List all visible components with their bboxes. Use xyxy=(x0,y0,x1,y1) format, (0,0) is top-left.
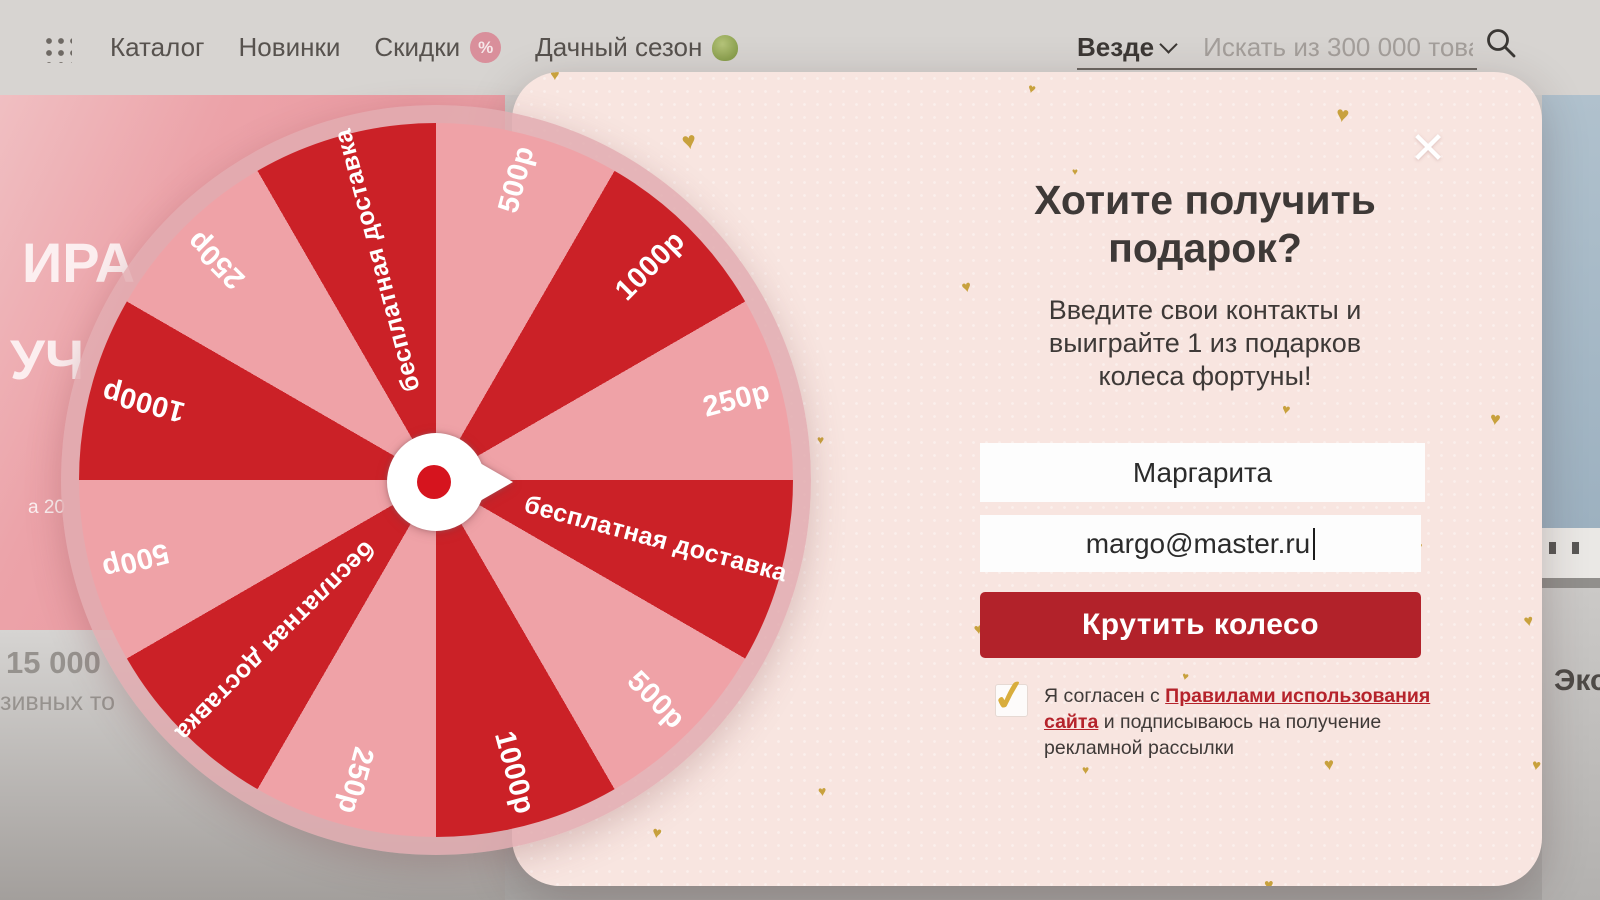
banner-subtext-cutoff: а 20 xyxy=(28,497,65,518)
pointer-tip xyxy=(459,451,513,513)
nav-item-novelties[interactable]: Новинки xyxy=(239,32,341,63)
popup-subtitle: Введите свои контакты и выиграйте 1 из п… xyxy=(1048,295,1362,392)
consent-prefix: Я согласен с xyxy=(1044,685,1166,707)
nav-item-label: Новинки xyxy=(238,32,341,62)
terms-link[interactable]: Правилами использования сайта xyxy=(1044,685,1431,733)
page-section-right: Экс xyxy=(1542,588,1600,900)
fortune-wheel: бесплатная доставка 500р 1000р 250р бесплатн… xyxy=(61,105,811,855)
gold-heart-icon: ♥ xyxy=(1334,101,1351,128)
checkmark-icon: ✓ xyxy=(988,669,1031,722)
search-bar: Везде xyxy=(1077,24,1517,70)
gold-heart-icon: ♥ xyxy=(1488,408,1502,430)
shelf-item xyxy=(1549,542,1556,554)
consent-checkbox[interactable]: ✓ xyxy=(989,670,1030,721)
close-icon[interactable]: ✕ xyxy=(1409,123,1447,173)
menu-grid-icon[interactable] xyxy=(42,32,72,63)
name-field[interactable] xyxy=(980,443,1425,502)
gold-heart-icon: ♥ xyxy=(1264,877,1274,887)
discount-percent-badge-icon: % xyxy=(470,32,502,63)
nav-item-label: Дачный сезон xyxy=(535,32,703,62)
text-cursor xyxy=(1313,527,1316,560)
nav-item-catalog[interactable]: Каталог xyxy=(110,32,205,63)
shelf-strip xyxy=(1542,528,1600,578)
gold-heart-icon: ♥ xyxy=(1530,756,1542,775)
search-input[interactable] xyxy=(1201,30,1476,64)
gold-heart-icon: ♥ xyxy=(1522,612,1535,631)
shelf-edge xyxy=(1542,578,1600,588)
nav-item-dacha-season[interactable]: Дачный сезон xyxy=(535,32,739,63)
section-title-cutoff: Экс xyxy=(1554,664,1600,697)
count-subtext-cutoff: зивных то xyxy=(0,688,116,716)
spin-wheel-button[interactable]: Крутить колесо xyxy=(980,592,1421,658)
shelf-item xyxy=(1572,542,1579,554)
nav-item-discounts[interactable]: Скидки% xyxy=(374,32,502,63)
gold-heart-icon: ♥ xyxy=(1280,400,1292,418)
search-scope-label: Везде xyxy=(1077,31,1155,62)
search-icon[interactable] xyxy=(1484,26,1518,65)
main-nav: Каталог Новинки Скидки% Дачный сезон xyxy=(42,0,739,95)
email-value: margo@master.ru xyxy=(1085,527,1311,559)
tree-icon xyxy=(712,34,739,61)
popup-title: Хотите получить подарок? xyxy=(1034,177,1376,272)
nav-item-label: Каталог xyxy=(110,32,205,62)
gold-heart-icon: ♥ xyxy=(1072,167,1078,178)
chevron-down-icon xyxy=(1159,34,1178,54)
banner-text-cutoff: УЧ xyxy=(10,328,85,391)
wheel-pointer xyxy=(61,105,811,855)
gold-heart-icon: ♥ xyxy=(817,782,827,800)
search-underline xyxy=(1077,68,1477,70)
search-scope-dropdown[interactable]: Везде xyxy=(1077,31,1178,63)
nav-item-label: Скидки xyxy=(374,32,461,62)
product-photo-edge xyxy=(1542,95,1600,528)
consent-suffix: и подписываюсь на получение рекламной ра… xyxy=(1044,710,1382,759)
email-field[interactable]: margo@master.ru xyxy=(980,515,1421,572)
pointer-dot-icon xyxy=(417,465,451,499)
gold-heart-icon: ♥ xyxy=(1026,80,1038,97)
consent-text: Я согласен с Правилами использования сай… xyxy=(1044,684,1474,762)
gold-heart-icon: ♥ xyxy=(1180,670,1190,684)
consent-row: ✓ Я согласен с Правилами использования с… xyxy=(989,670,1474,762)
gold-heart-icon: ♥ xyxy=(550,72,560,84)
gold-heart-icon: ♥ xyxy=(1082,763,1090,777)
gold-heart-icon: ♥ xyxy=(817,433,825,447)
count-text-cutoff: 15 000 xyxy=(6,645,101,680)
